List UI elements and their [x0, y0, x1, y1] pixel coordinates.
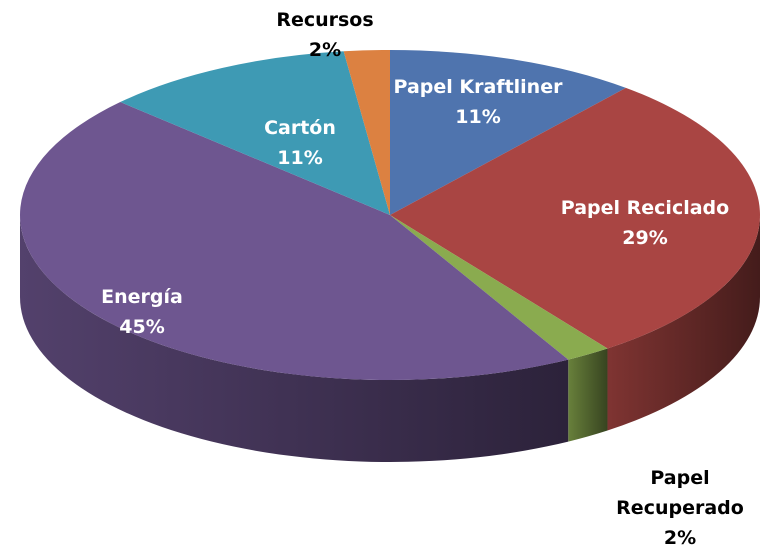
- slice: [343, 50, 390, 215]
- slice: [390, 50, 626, 215]
- slice-label: Papel Recuperado 2%: [610, 463, 750, 553]
- slice-side: [20, 215, 569, 463]
- slice-label: Recursos 2%: [276, 5, 373, 65]
- slice-label: Energía 45%: [101, 282, 183, 342]
- category-label: Energía: [101, 286, 183, 308]
- slice-label: Papel Reciclado 29%: [561, 193, 729, 253]
- slice: [19, 102, 569, 380]
- value-label: 11%: [455, 106, 501, 128]
- category-label: Papel Reciclado: [560, 197, 730, 219]
- value-label: 2%: [663, 527, 697, 549]
- category-label: Cartón: [264, 117, 336, 139]
- slice-side: [607, 215, 760, 431]
- slice-side: [568, 348, 608, 442]
- value-label: 29%: [622, 227, 668, 249]
- value-label: 11%: [277, 147, 323, 169]
- value-label: 2%: [308, 39, 342, 61]
- slice: [390, 87, 760, 349]
- category-label: Papel Kraftliner: [393, 76, 563, 98]
- category-label: Recursos: [276, 9, 374, 31]
- slice: [390, 215, 608, 360]
- slice-label: Papel Kraftliner 11%: [394, 72, 563, 132]
- slice: [120, 51, 390, 216]
- value-label: 45%: [119, 316, 165, 338]
- slice-label: Cartón 11%: [264, 113, 336, 173]
- category-label: Papel Recuperado: [616, 467, 744, 519]
